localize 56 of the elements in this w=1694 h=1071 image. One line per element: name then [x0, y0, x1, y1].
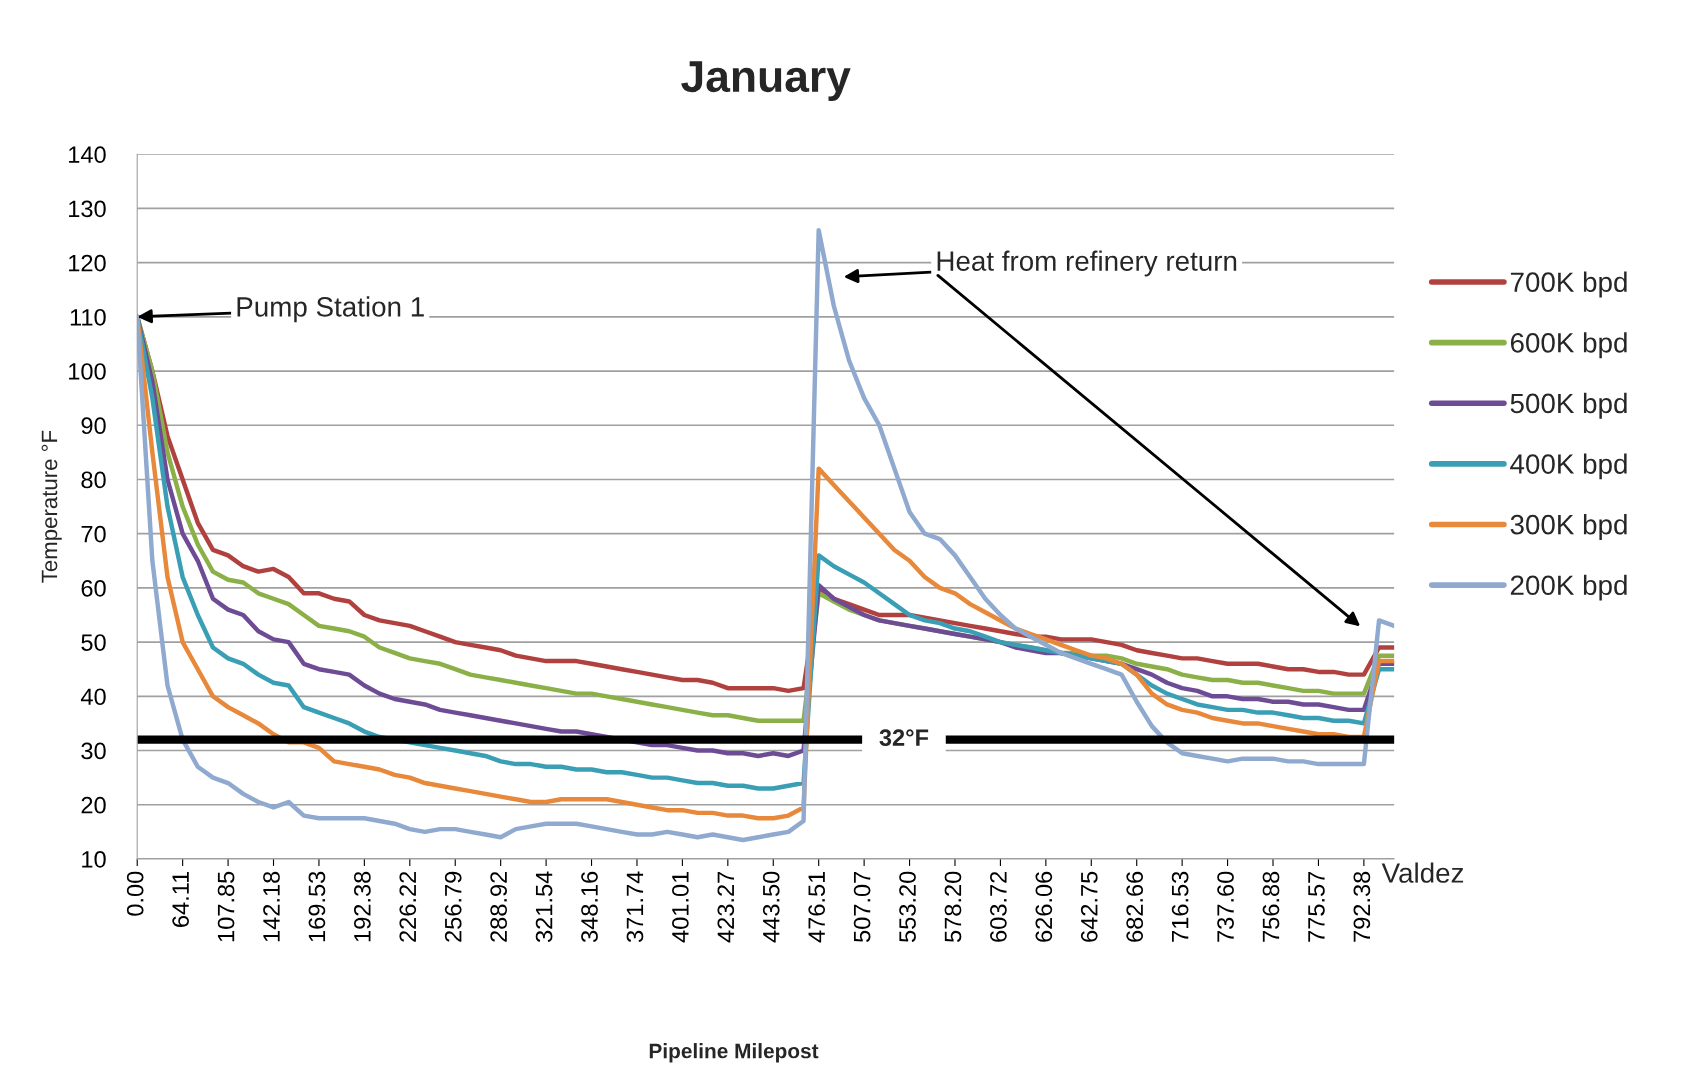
y-tick-label: 40	[80, 688, 106, 706]
x-tick-label: 288.92	[490, 871, 508, 942]
x-tick-label: 107.85	[217, 871, 235, 942]
x-tick-label: 423.27	[717, 871, 735, 943]
x-tick-label: 64.11	[172, 871, 189, 927]
line-series	[137, 227, 1395, 843]
y-tick-label: 90	[81, 417, 106, 435]
y-axis-title: Temperature °F	[41, 430, 62, 583]
x-tick-label: 321.54	[535, 871, 553, 943]
x-tick-label: 226.22	[399, 871, 417, 942]
legend-label: 300K bpd	[1510, 514, 1627, 540]
annotation: Pump Station 1	[237, 296, 424, 323]
x-tick-label: 682.66	[1126, 871, 1144, 942]
y-tick-label: 70	[81, 525, 106, 543]
x-tick-label: 626.06	[1035, 871, 1053, 942]
x-tick-label: 142.18	[263, 871, 280, 942]
x-tick-label: 401.01	[672, 871, 689, 943]
y-tick-label: 10	[82, 851, 106, 868]
x-tick-label: 603.72	[990, 871, 1007, 942]
y-tick-label: 140	[69, 146, 106, 164]
x-axis-title: Pipeline Milepost	[649, 1043, 819, 1063]
x-tick-label: 716.53	[1171, 871, 1189, 942]
x-tick-label: 443.50	[762, 871, 780, 943]
x-tick-label: 737.60	[1217, 871, 1234, 942]
ref-line-label: 32°F	[879, 729, 929, 747]
x-tick-label: 642.75	[1080, 871, 1098, 942]
x-tick-label: 578.20	[944, 871, 962, 943]
x-tick-label: 348.16	[581, 871, 598, 943]
y-tick-label: 50	[81, 634, 106, 651]
x-tick-label: 553.20	[899, 871, 916, 943]
y-tick-label: 80	[81, 471, 106, 489]
chart-title: January	[681, 61, 851, 101]
text: Valdez	[1381, 862, 1464, 883]
x-tick-label: 756.88	[1262, 871, 1280, 942]
x-tick-label: 476.51	[808, 871, 826, 943]
x-tick-label: 775.57	[1308, 871, 1325, 942]
legend-label: 200K bpd	[1510, 574, 1627, 601]
y-tick-label: 20	[81, 796, 106, 814]
y-tick-label: 30	[81, 742, 106, 760]
x-tick-label: 792.38	[1353, 871, 1371, 942]
x-tick-label: 192.38	[353, 871, 371, 942]
x-tick-label: 507.07	[853, 871, 871, 943]
legend-label: 400K bpd	[1510, 453, 1627, 480]
legend-label: 700K bpd	[1510, 271, 1627, 298]
y-tick-label: 110	[70, 308, 106, 326]
x-tick-label: 371.74	[626, 871, 644, 943]
y-tick-label: 120	[69, 254, 106, 272]
x-tick-label: 0.00	[126, 871, 144, 916]
annotation: Heat from refinery return	[937, 250, 1237, 277]
legend-label: 500K bpd	[1510, 392, 1627, 419]
legend-label: 600K bpd	[1510, 332, 1627, 359]
x-tick-label: 169.53	[308, 871, 326, 942]
y-tick-label: 100	[69, 363, 106, 380]
y-tick-label: 130	[69, 200, 106, 218]
y-tick-label: 60	[81, 579, 106, 597]
x-tick-label: 256.79	[444, 871, 462, 942]
